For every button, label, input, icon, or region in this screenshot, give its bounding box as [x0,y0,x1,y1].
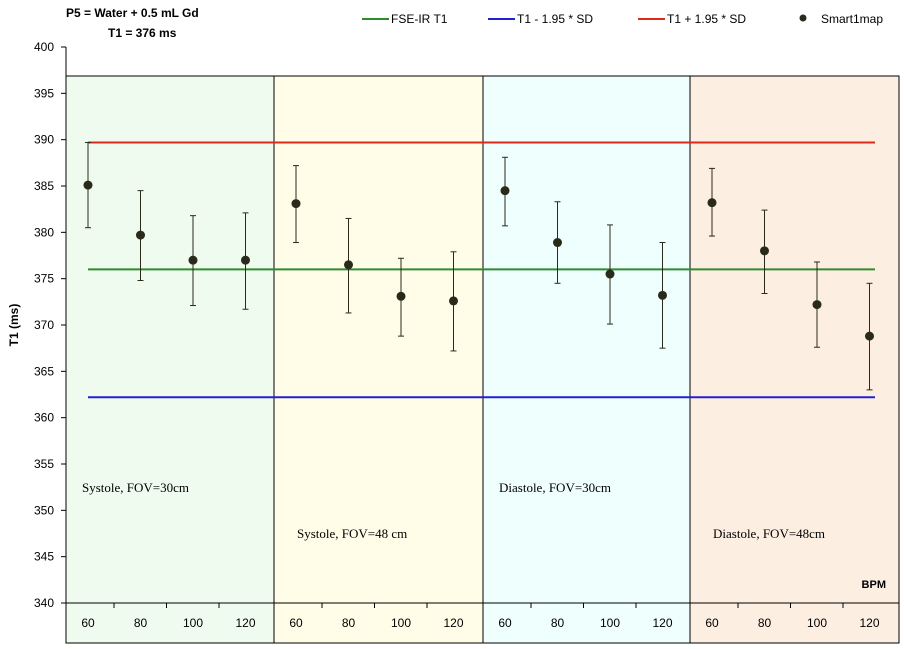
y-tick-label: 400 [34,40,54,54]
y-tick-label: 355 [34,457,54,471]
y-tick-label: 345 [34,550,54,564]
x-tick-label: 120 [652,616,672,630]
group-band [273,75,484,644]
x-tick-label: 60 [498,616,512,630]
group-label: Systole, FOV=48 cm [297,526,407,541]
group-labels: Systole, FOV=30cm Systole, FOV=48 cm Diast… [82,480,825,541]
data-point [188,255,198,265]
data-point [865,331,874,341]
group-band [65,75,275,644]
y-tick-label: 390 [34,133,54,147]
data-point [707,198,717,208]
data-point [760,246,769,256]
legend-label: FSE-IR T1 [391,12,448,26]
y-tick-label: 350 [34,503,54,517]
group-label: Systole, FOV=30cm [82,480,189,495]
reference-lines [88,141,875,399]
legend: FSE-IR T1 T1 - 1.95 * SD T1 + 1.95 * SD Sma… [362,12,883,26]
data-point [291,199,301,209]
y-tick-label: 365 [34,364,54,378]
group-bands [65,75,900,644]
legend-label: T1 - 1.95 * SD [517,12,593,26]
data-point [658,290,667,300]
x-tick-label: 60 [289,616,303,630]
y-tick-label: 395 [34,86,54,100]
chart-title-line1: P5 = Water + 0.5 mL Gd [66,6,199,20]
legend-marker [799,14,807,22]
x-tick-label: 120 [235,616,255,630]
group-band [689,75,900,644]
x-tick-label: 100 [183,616,203,630]
group-band [482,75,691,644]
data-point [241,255,250,265]
data-point [500,186,510,196]
x-tick-label: 120 [443,616,463,630]
x-tick-label: 80 [342,616,356,630]
data-point [396,291,406,301]
x-tick-label: 60 [705,616,719,630]
group-label: Diastole, FOV=30cm [499,480,611,495]
x-tick-label: 120 [859,616,879,630]
x-tick-label: 100 [600,616,620,630]
data-point [605,269,615,279]
x-tick-label: 80 [551,616,565,630]
y-tick-label: 360 [34,411,54,425]
x-tick-label: 100 [391,616,411,630]
data-point [553,238,562,248]
data-points [83,141,874,391]
y-tick-label: 370 [34,318,54,332]
y-tick-label: 375 [34,272,54,286]
x-tick-label: 80 [134,616,148,630]
y-tick-label: 380 [34,225,54,239]
chart-title-line2: T1 = 376 ms [108,26,177,40]
x-tick-label: 100 [807,616,827,630]
group-label: Diastole, FOV=48cm [713,526,825,541]
x-axis-label: BPM [862,579,886,591]
y-axis-label: T1 (ms) [7,304,21,347]
legend-label: Smart1map [821,12,883,26]
y-tick-label: 340 [34,596,54,610]
data-point [344,260,353,270]
x-tick-label: 80 [758,616,772,630]
axes: 340 345 350 355 360 365 370 375 380 385 390 395 400 6… [34,40,899,630]
data-point [136,230,145,240]
data-point [812,300,822,310]
data-point [449,296,458,306]
legend-label: T1 + 1.95 * SD [667,12,746,26]
y-tick-label: 385 [34,179,54,193]
data-point [83,180,93,190]
x-tick-label: 60 [81,616,95,630]
